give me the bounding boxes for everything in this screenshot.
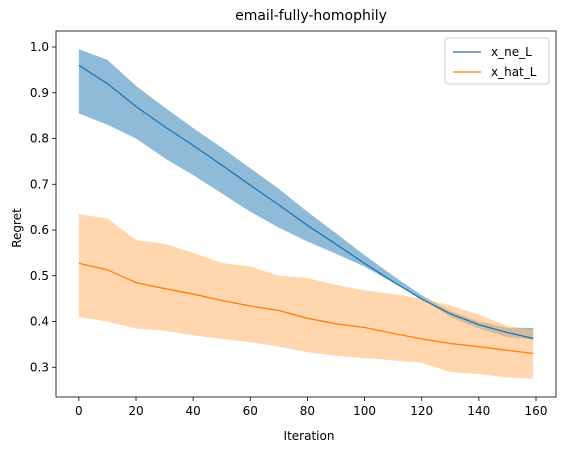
x-tick-label: 160 — [525, 404, 548, 418]
x-axis: 0 20 40 60 80 100 120 140 160 — [75, 397, 547, 418]
plot-area — [78, 49, 534, 379]
series-band-x_ne_L — [78, 49, 534, 340]
x-tick-label: 20 — [128, 404, 143, 418]
x-tick-label: 100 — [353, 404, 376, 418]
x-axis-label: Iteration — [284, 429, 335, 443]
y-tick-label: 1.0 — [30, 40, 49, 54]
x-tick-label: 140 — [467, 404, 490, 418]
y-tick-label: 0.7 — [30, 177, 49, 191]
x-tick-label: 0 — [75, 404, 83, 418]
x-tick-label: 60 — [243, 404, 258, 418]
legend: x_ne_L x_hat_L — [444, 37, 550, 85]
y-tick-label: 0.6 — [30, 223, 49, 237]
x-tick-label: 80 — [300, 404, 315, 418]
x-tick-label: 40 — [186, 404, 201, 418]
x-tick-label: 120 — [410, 404, 433, 418]
y-tick-label: 0.4 — [30, 315, 49, 329]
y-tick-label: 0.3 — [30, 360, 49, 374]
y-tick-label: 0.9 — [30, 86, 49, 100]
legend-label-x_ne_L: x_ne_L — [491, 45, 532, 59]
axes-frame — [55, 30, 557, 398]
y-tick-label: 0.5 — [30, 269, 49, 283]
series-line-x_ne_L — [78, 64, 534, 340]
series-line-x_hat_L — [78, 262, 534, 355]
y-axis-label: Regret — [10, 208, 24, 248]
chart-title: email-fully-homophily — [235, 8, 387, 24]
series-band-x_hat_L — [78, 214, 534, 379]
y-tick-label: 0.8 — [30, 132, 49, 146]
legend-label-x_hat_L: x_hat_L — [491, 65, 537, 79]
y-axis: 0.3 0.4 0.5 0.6 0.7 0.8 0.9 1.0 — [30, 40, 56, 374]
